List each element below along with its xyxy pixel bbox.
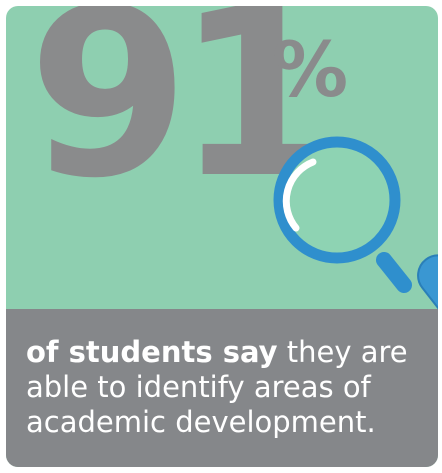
caption-line3: academic development. [26,405,376,439]
magnifier-lens [273,136,401,264]
stat-percent-sign: % [272,25,349,114]
caption-line1-rest: they are [277,335,408,369]
caption-line2: able to identify areas of [26,370,371,404]
magnifier-highlight [282,158,317,232]
magnifying-glass-icon [273,136,438,352]
caption-text: of students say they are able to identif… [26,335,426,440]
caption-panel [6,309,438,467]
magnifier-handle [376,252,438,352]
caption-lead: of students say [26,335,278,369]
infographic-card: 91 % of students say they are able to id… [6,6,438,467]
